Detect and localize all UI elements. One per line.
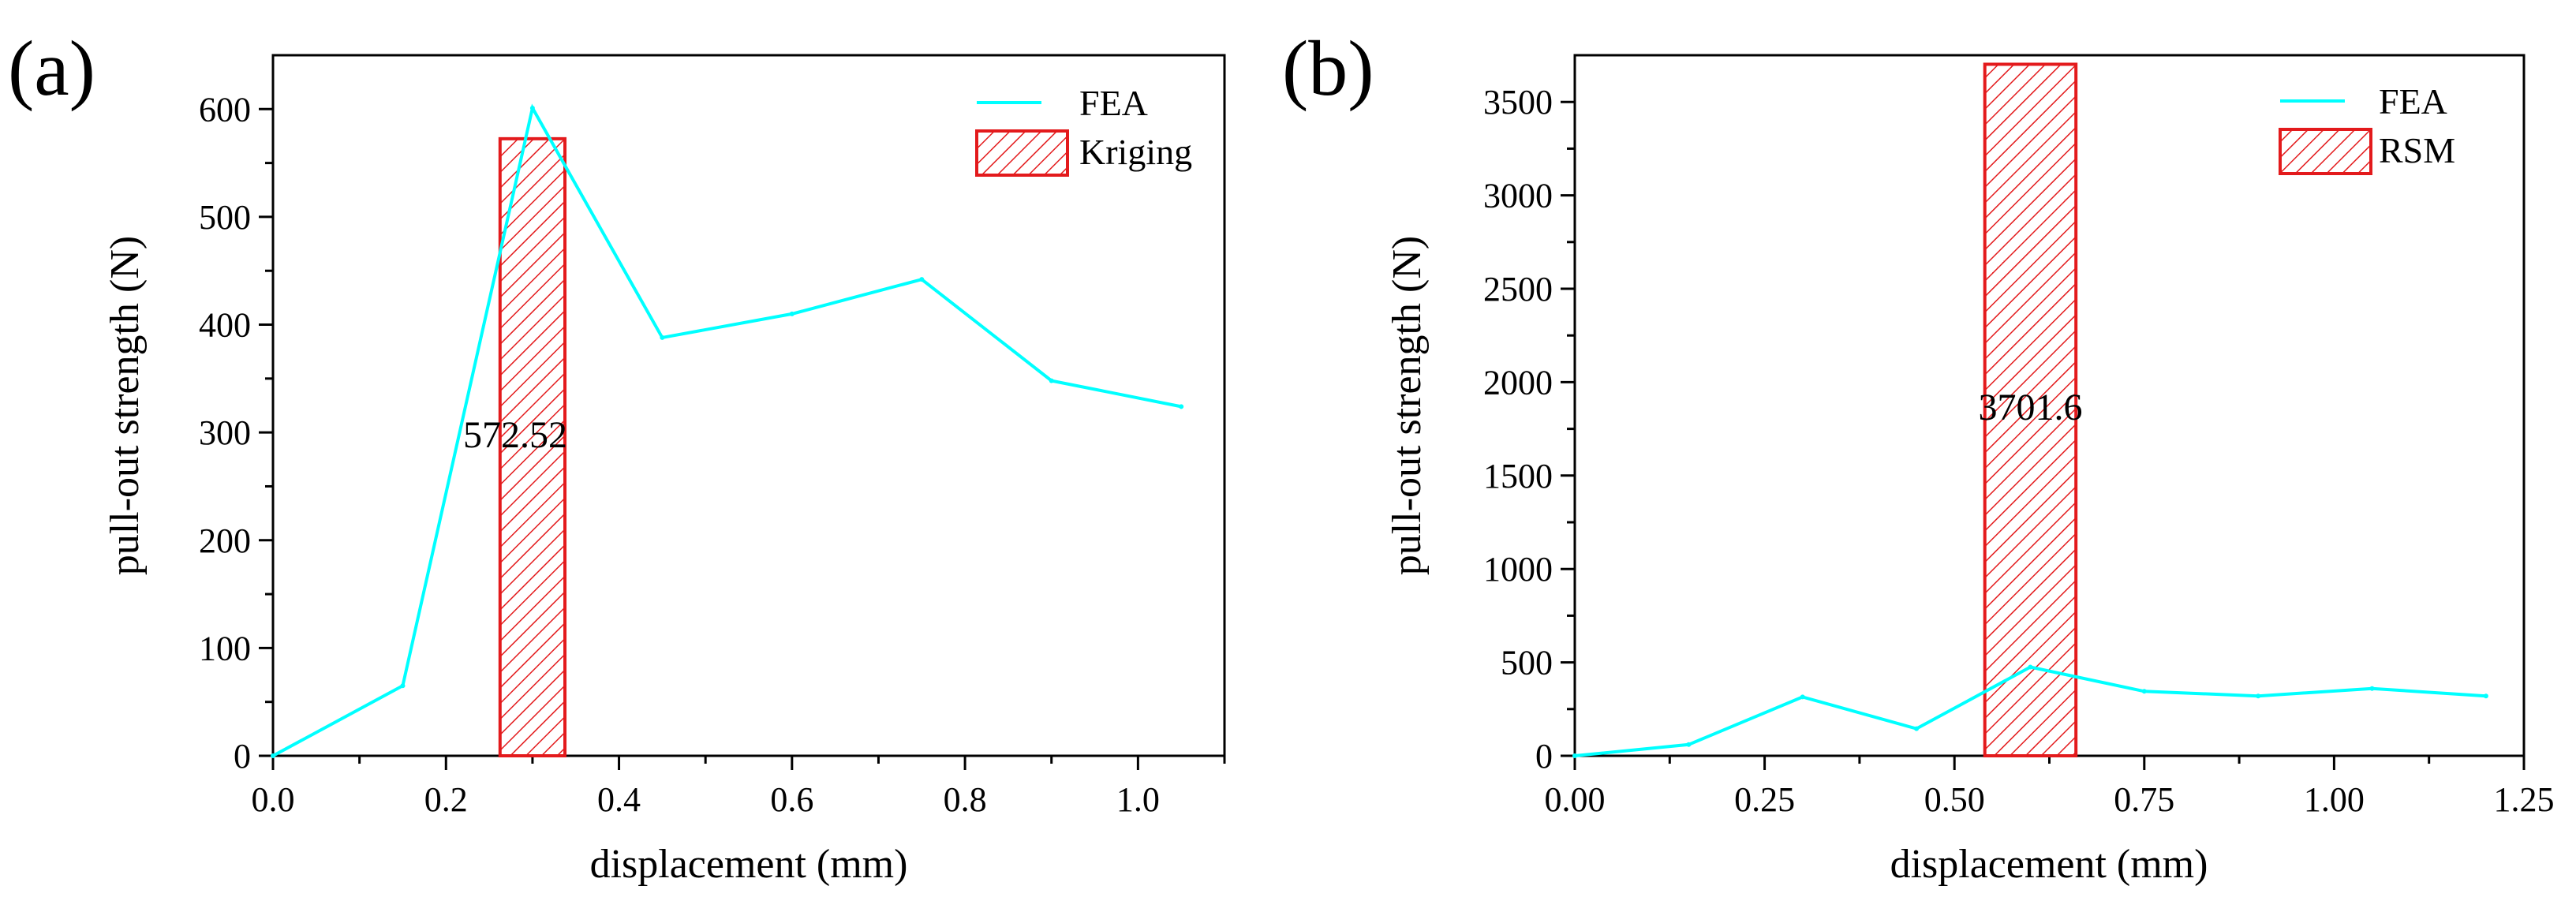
fea-data-point <box>660 335 665 340</box>
legend-swatch-rsm <box>2279 128 2372 175</box>
x-tick-label: 1.0 <box>1116 780 1160 819</box>
y-tick-label: 2000 <box>1483 363 1553 402</box>
legend-b: FEA RSM <box>2279 81 2455 175</box>
x-tick-label: 0.8 <box>944 780 987 819</box>
x-tick-label: 0.50 <box>1924 780 1985 819</box>
ticks-b <box>1561 100 2526 770</box>
fea-data-point <box>1686 742 1692 747</box>
fea-data-point <box>1572 753 1577 758</box>
fea-data-point <box>271 753 275 758</box>
chart-panel-a: (a) 0.0 0.2 0.4 0.6 0.8 1.0 0 100 200 30… <box>8 24 1226 887</box>
fea-points-a <box>271 105 1184 758</box>
bar-rsm <box>1983 62 2078 757</box>
panel-label-b: (b) <box>1282 24 1374 112</box>
fea-data-point <box>789 311 794 316</box>
fea-data-point <box>2369 686 2375 691</box>
fea-data-point <box>400 683 406 689</box>
panel-label-a: (a) <box>8 24 95 112</box>
x-tick-labels-b: 0.00 0.25 0.50 0.75 1.00 1.25 <box>1545 780 2555 819</box>
y-tick-label: 3000 <box>1483 177 1553 215</box>
x-tick-label: 0.2 <box>424 780 468 819</box>
y-tick-label: 200 <box>199 521 251 560</box>
y-tick-label: 1000 <box>1483 550 1553 589</box>
y-tick-label: 0 <box>234 737 251 776</box>
bar-value-label-rsm: 3701.6 <box>1978 387 2082 428</box>
chart-panel-b: (b) 0.00 0.25 0.50 0.75 1.00 1.25 0 500 … <box>1282 24 2555 887</box>
y-tick-label: 400 <box>199 306 251 345</box>
ticks-a <box>259 107 1226 770</box>
y-tick-label: 300 <box>199 413 251 452</box>
fea-data-point <box>2141 689 2147 694</box>
x-tick-label: 1.00 <box>2304 780 2365 819</box>
line-fea-a <box>272 103 1182 757</box>
x-tick-label: 0.0 <box>252 780 295 819</box>
fea-data-point <box>2256 693 2261 699</box>
y-tick-label: 0 <box>1535 737 1553 776</box>
y-tick-label: 500 <box>1501 644 1553 682</box>
y-tick-label: 3500 <box>1483 83 1553 121</box>
y-tick-labels-b: 0 500 1000 1500 2000 2500 3000 3500 <box>1483 83 1553 776</box>
x-axis-label-a: displacement (mm) <box>590 842 908 887</box>
fea-data-point <box>1049 378 1054 383</box>
x-axis-label-b: displacement (mm) <box>1890 842 2208 887</box>
bar-kriging <box>498 136 567 757</box>
y-axis-label-b: pull-out strength (N) <box>1385 236 1430 575</box>
legend-label-rsm: RSM <box>2379 130 2455 170</box>
y-axis-label-a: pull-out strength (N) <box>103 236 148 575</box>
legend-label-fea-b: FEA <box>2379 81 2447 121</box>
x-tick-label: 0.6 <box>770 780 813 819</box>
y-tick-label: 500 <box>199 198 251 237</box>
y-tick-labels-a: 0 100 200 300 400 500 600 <box>199 90 251 776</box>
legend-a: FEA Kriging <box>975 83 1192 177</box>
x-tick-label: 1.25 <box>2494 780 2555 819</box>
x-tick-label: 0.25 <box>1734 780 1795 819</box>
y-tick-label: 100 <box>199 629 251 667</box>
legend-label-kriging: Kriging <box>1079 132 1192 172</box>
fea-data-point <box>1914 726 1920 731</box>
fea-data-point <box>1800 694 1805 700</box>
x-tick-label: 0.4 <box>597 780 641 819</box>
fea-data-point <box>2028 664 2033 670</box>
x-tick-label: 0.00 <box>1545 780 1606 819</box>
plot-frame-a <box>271 54 1226 757</box>
y-tick-label: 1500 <box>1483 457 1553 495</box>
fea-data-point <box>919 277 925 282</box>
fea-data-point <box>529 105 535 110</box>
legend-swatch-kriging <box>975 129 1069 177</box>
legend-label-fea-a: FEA <box>1079 83 1148 123</box>
fea-points-b <box>1572 664 2488 758</box>
x-tick-label: 0.75 <box>2114 780 2174 819</box>
y-tick-label: 600 <box>199 90 251 129</box>
bar-value-label-kriging: 572.52 <box>463 414 567 456</box>
y-tick-label: 2500 <box>1483 270 1553 308</box>
fea-data-point <box>2483 693 2488 699</box>
x-tick-labels-a: 0.0 0.2 0.4 0.6 0.8 1.0 <box>252 780 1160 819</box>
fea-data-point <box>1179 404 1184 409</box>
